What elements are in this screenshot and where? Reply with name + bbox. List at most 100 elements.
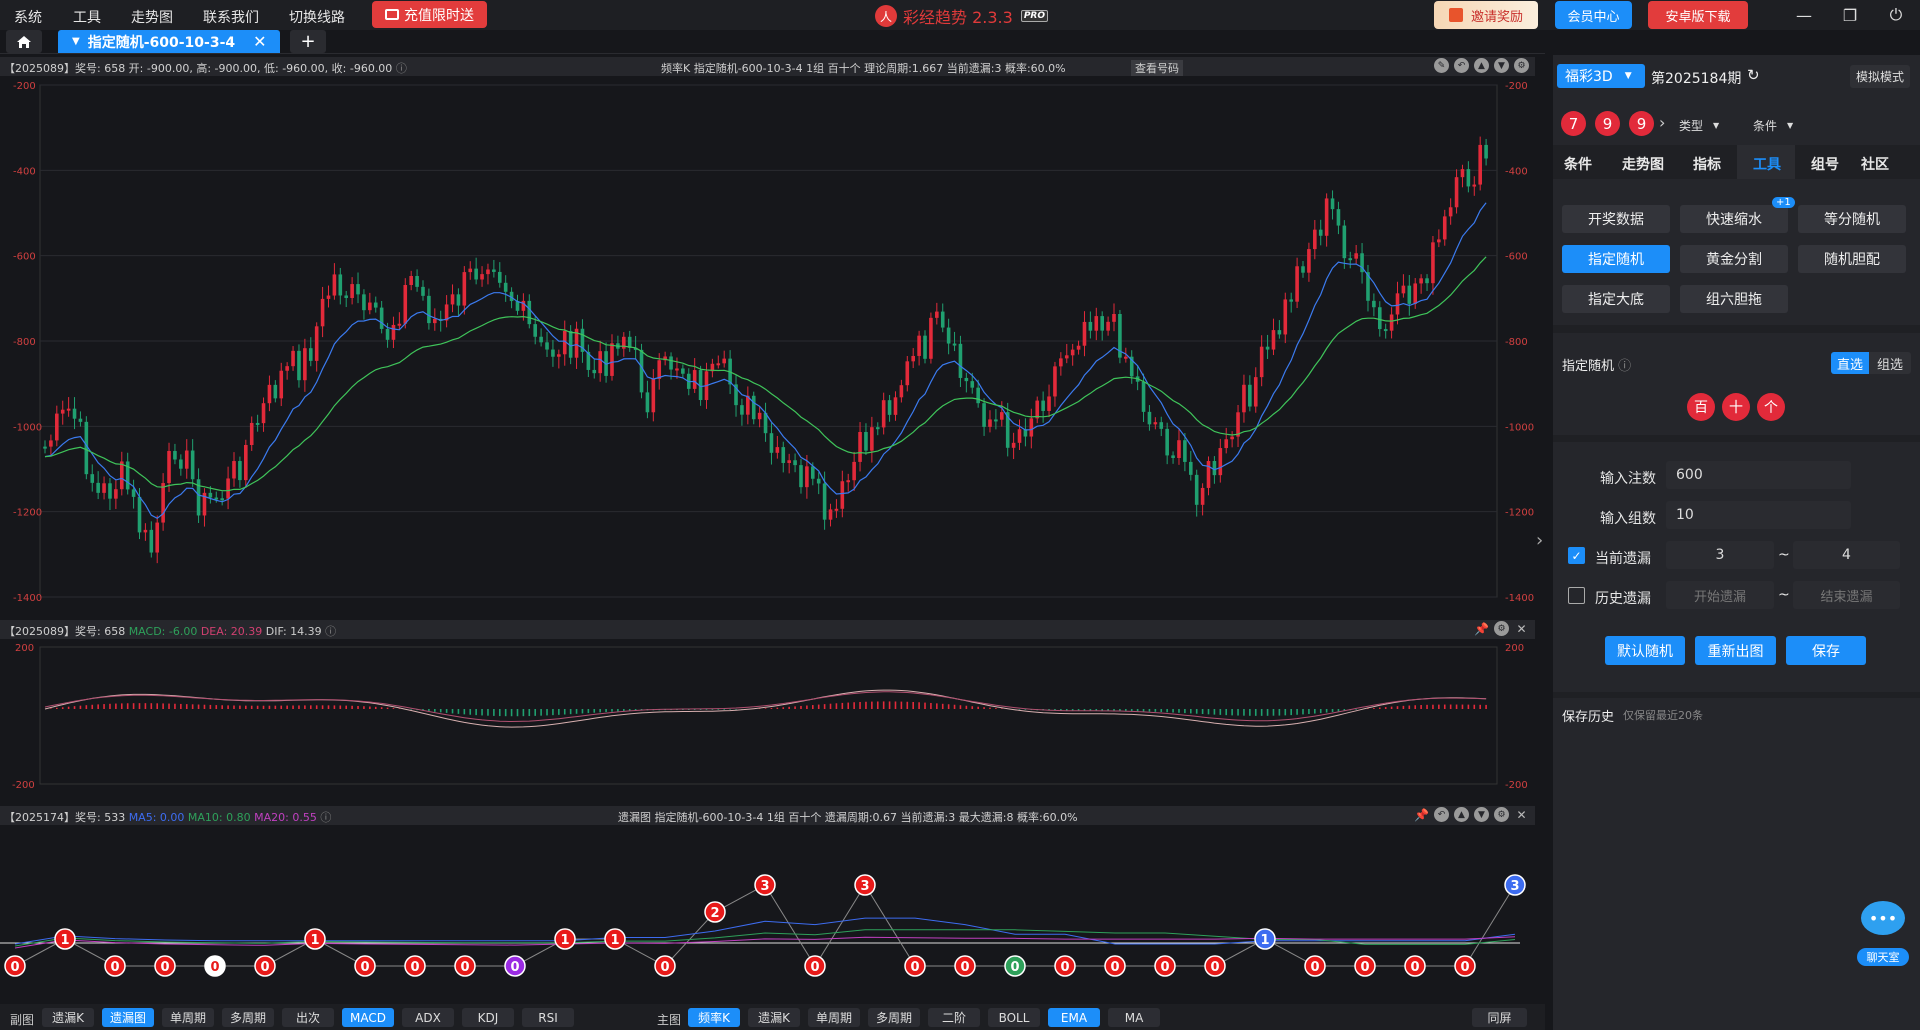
sub-button[interactable]: MACD <box>342 1008 394 1027</box>
main-button[interactable]: MA <box>1108 1008 1160 1027</box>
omit-point[interactable] <box>1254 928 1276 950</box>
tab-group-number[interactable]: 组号 <box>1811 157 1839 173</box>
tab-specified-random[interactable]: ▼ 指定随机-600-10-3-4 ✕ <box>58 30 280 53</box>
move-up-icon[interactable]: ▲ <box>1474 58 1489 73</box>
sub-button[interactable]: 出次 <box>282 1008 334 1027</box>
omit-point[interactable] <box>1304 955 1326 977</box>
omit-point[interactable] <box>4 955 26 977</box>
recharge-promo-button[interactable]: 充值限时送 <box>372 1 487 28</box>
edit-icon[interactable]: ✎ <box>1434 58 1449 73</box>
position-units[interactable]: 个 <box>1757 393 1785 421</box>
back-icon[interactable]: ↶ <box>1434 807 1449 822</box>
menu-system[interactable]: 系统 <box>14 10 42 26</box>
position-hundreds[interactable]: 百 <box>1687 393 1715 421</box>
omit-point[interactable] <box>904 955 926 977</box>
omit-point[interactable] <box>104 955 126 977</box>
omit-point[interactable] <box>454 955 476 977</box>
android-download-button[interactable]: 安卓版下载 <box>1648 1 1748 29</box>
omit-point[interactable] <box>1004 955 1026 977</box>
pin-icon[interactable]: 📌 <box>1414 807 1429 822</box>
move-up-icon[interactable]: ▲ <box>1454 807 1469 822</box>
omit-point[interactable] <box>854 874 876 896</box>
main-button[interactable]: 频率K <box>688 1008 740 1027</box>
tool-group6-drag[interactable]: 组六胆拖 <box>1680 285 1788 313</box>
add-tab-button[interactable]: + <box>290 30 326 53</box>
omit-point[interactable] <box>804 955 826 977</box>
view-numbers-button[interactable]: 查看号码 <box>1131 60 1183 76</box>
chevron-right-icon[interactable]: › <box>1659 113 1666 132</box>
power-icon[interactable]: ⏻ <box>1889 5 1903 24</box>
main-button[interactable]: BOLL <box>988 1008 1040 1027</box>
dropdown-triangle-icon[interactable]: ▼ <box>72 36 80 47</box>
lottery-select[interactable]: 福彩3D ▼ <box>1557 64 1645 88</box>
omit-point[interactable] <box>954 955 976 977</box>
panel-expand-chevron-icon[interactable]: › <box>1536 530 1544 551</box>
mock-mode-button[interactable]: 模拟模式 <box>1850 65 1911 88</box>
condition-dropdown[interactable]: 条件 ▼ <box>1753 118 1794 133</box>
main-button[interactable]: EMA <box>1048 1008 1100 1027</box>
close-icon[interactable]: ✕ <box>1516 621 1527 636</box>
omit-point[interactable] <box>1204 955 1226 977</box>
omit-point[interactable] <box>604 928 626 950</box>
same-screen-button[interactable]: 同屏 <box>1472 1008 1527 1027</box>
main-button[interactable]: 多周期 <box>868 1008 920 1027</box>
main-button[interactable]: 二阶 <box>928 1008 980 1027</box>
group-count-input[interactable]: 10 <box>1666 501 1851 529</box>
omit-point[interactable] <box>504 955 526 977</box>
omit-point[interactable] <box>304 928 326 950</box>
help-icon[interactable]: ⓘ <box>320 811 332 824</box>
sub-button[interactable]: 遗漏K <box>42 1008 94 1027</box>
macd-chart[interactable]: 200 -200 200 -200 <box>0 639 1535 804</box>
redraw-button[interactable]: 重新出图 <box>1695 636 1776 665</box>
omit-point[interactable] <box>654 955 676 977</box>
sub-button[interactable]: 单周期 <box>162 1008 214 1027</box>
history-omit-start[interactable]: 开始遗漏 <box>1666 581 1774 609</box>
omit-point[interactable] <box>554 928 576 950</box>
tool-random-bravery[interactable]: 随机胆配 <box>1798 245 1906 273</box>
home-tab[interactable] <box>6 30 42 53</box>
omit-point[interactable] <box>1454 955 1476 977</box>
tab-tools[interactable]: 工具 <box>1753 157 1781 173</box>
settings-icon[interactable]: ⚙ <box>1514 58 1529 73</box>
refresh-icon[interactable]: ↻ <box>1747 66 1760 84</box>
minimize-icon[interactable]: — <box>1796 5 1812 25</box>
invite-reward-button[interactable]: 邀请奖励 <box>1434 1 1538 29</box>
default-random-button[interactable]: 默认随机 <box>1605 636 1685 665</box>
current-omit-to[interactable]: 4 <box>1793 541 1900 569</box>
move-down-icon[interactable]: ▼ <box>1474 807 1489 822</box>
sub-button[interactable]: 多周期 <box>222 1008 274 1027</box>
restore-icon[interactable]: ❐ <box>1842 5 1858 25</box>
omit-chart[interactable]: 0 1 0 0 0 0 1 0 0 0 0 1 1 0 2 3 0 3 0 0 0 0 0 0 0 1 0 0 0 0 3 <box>0 826 1535 1002</box>
sub-button[interactable]: ADX <box>402 1008 454 1027</box>
omit-point[interactable] <box>1154 955 1176 977</box>
history-omit-end[interactable]: 结束遗漏 <box>1793 581 1900 609</box>
pin-icon[interactable]: 📌 <box>1474 621 1489 636</box>
help-icon[interactable]: ⓘ <box>325 625 337 638</box>
menu-tools[interactable]: 工具 <box>73 10 101 26</box>
sub-button[interactable]: RSI <box>522 1008 574 1027</box>
tab-community[interactable]: 社区 <box>1861 157 1889 173</box>
close-tab-icon[interactable]: ✕ <box>253 32 267 51</box>
sub-button[interactable]: 遗漏图 <box>102 1008 154 1027</box>
position-tens[interactable]: 十 <box>1722 393 1750 421</box>
settings-icon[interactable]: ⚙ <box>1494 807 1509 822</box>
help-icon[interactable]: ⓘ <box>395 62 407 75</box>
omit-point[interactable] <box>704 901 726 923</box>
tool-draw-data[interactable]: 开奖数据 <box>1562 205 1670 233</box>
omit-point[interactable] <box>1054 955 1076 977</box>
tab-trend[interactable]: 走势图 <box>1622 157 1664 173</box>
settings-icon[interactable]: ⚙ <box>1494 621 1509 636</box>
tool-equal-random[interactable]: 等分随机 <box>1798 205 1906 233</box>
omit-point[interactable] <box>1504 874 1526 896</box>
help-icon[interactable]: ⓘ <box>1618 359 1632 374</box>
tool-quick-filter[interactable]: 快速缩水 <box>1680 205 1788 233</box>
chat-room-label[interactable]: 聊天室 <box>1857 948 1909 966</box>
tool-golden-split[interactable]: 黄金分割 <box>1680 245 1788 273</box>
main-chart[interactable]: -200 -200 -400 -400 -600 -600 -800 -800 -1000 -10… <box>0 77 1535 604</box>
back-icon[interactable]: ↶ <box>1454 58 1469 73</box>
main-button[interactable]: 遗漏K <box>748 1008 800 1027</box>
omit-point[interactable] <box>1104 955 1126 977</box>
menu-trend[interactable]: 走势图 <box>131 10 173 26</box>
mode-direct-button[interactable]: 直选 <box>1831 352 1869 374</box>
omit-point[interactable] <box>54 928 76 950</box>
